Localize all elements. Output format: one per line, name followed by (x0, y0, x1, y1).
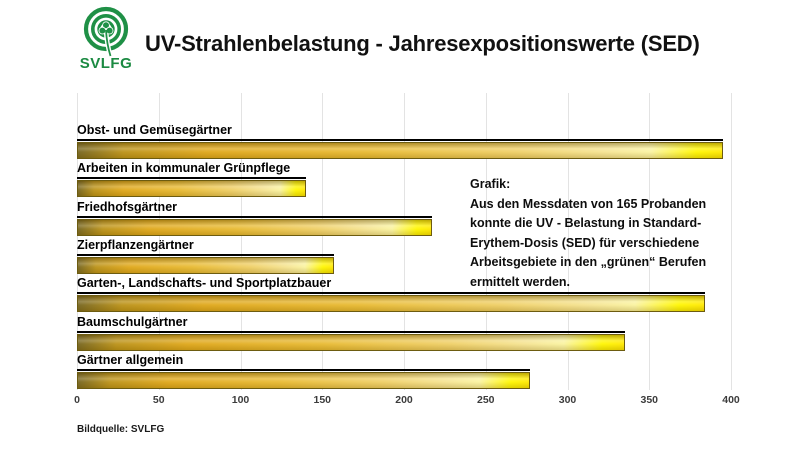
bar-row: Friedhofsgärtner (77, 200, 432, 236)
bar-label: Garten-, Landschafts- und Sportplatzbaue… (77, 276, 705, 295)
bar (77, 333, 625, 351)
bar-row: Obst- und Gemüsegärtner (77, 123, 723, 159)
bar-label: Zierpflanzengärtner (77, 238, 334, 256)
bar (77, 371, 530, 389)
bar-label: Gärtner allgemein (77, 353, 530, 371)
bar-label: Obst- und Gemüsegärtner (77, 123, 723, 141)
svlfg-logo-icon (83, 6, 129, 57)
bar (77, 180, 306, 198)
svlfg-logo: SVLFG (68, 6, 144, 72)
page-title: UV-Strahlenbelastung - Jahresexpositions… (145, 31, 700, 56)
annotation-line: Arbeitsgebiete in den „grünen“ Berufen (470, 255, 707, 269)
bar (77, 256, 334, 274)
annotation-line: Erythem-Dosis (SED) für verschiedene (470, 235, 700, 250)
chart-annotation: Grafik: Aus den Messdaten von 165 Proban… (470, 175, 755, 292)
bar-row: Garten-, Landschafts- und Sportplatzbaue… (77, 276, 705, 313)
bar-row: Gärtner allgemein (77, 353, 530, 389)
bar-label: Arbeiten in kommunaler Grünpflege (77, 161, 306, 180)
annotation-heading: Grafik: (470, 177, 511, 191)
bar-label: Baumschulgärtner (77, 315, 625, 333)
annotation-line: ermittelt werden. (470, 274, 571, 289)
x-tick-label: 50 (152, 394, 165, 406)
bar-row: Zierpflanzengärtner (77, 238, 334, 274)
x-tick-label: 0 (74, 394, 80, 406)
bar (77, 295, 705, 313)
x-tick-label: 150 (313, 394, 332, 406)
x-tick-label: 250 (476, 394, 495, 406)
x-tick-label: 300 (558, 394, 577, 406)
bar-row: Baumschulgärtner (77, 315, 625, 351)
image-source: Bildquelle: SVLFG (77, 424, 165, 435)
gridline (77, 93, 78, 390)
bar-row: Arbeiten in kommunaler Grünpflege (77, 161, 306, 198)
bar (77, 142, 723, 159)
gridline (240, 93, 242, 390)
annotation-line: Aus den Messdaten von 165 Probanden (470, 196, 707, 211)
bar (77, 218, 432, 236)
annotation-line: konnte die UV - Belastung in Standard- (470, 216, 702, 230)
x-tick-label: 200 (395, 394, 413, 406)
gridline (158, 93, 160, 390)
x-axis-ticks: 0 50 100 150 200 250 300 350 400 (74, 394, 742, 408)
uv-bar-chart: Obst- und Gemüsegärtner Arbeiten in kommu… (77, 93, 742, 390)
gridline (731, 93, 732, 390)
x-tick-label: 100 (231, 394, 250, 406)
gridline (567, 93, 569, 390)
gridline (649, 93, 651, 390)
bar-label: Friedhofsgärtner (77, 200, 432, 218)
gridline (485, 93, 487, 390)
svlfg-logo-text: SVLFG (79, 55, 133, 72)
gridline (404, 93, 405, 390)
x-tick-label: 400 (722, 394, 740, 406)
annotation-text: Aus den Messdaten von 165 Probanden konnt… (470, 195, 755, 293)
x-tick-label: 350 (640, 394, 659, 406)
gridline (322, 93, 324, 390)
